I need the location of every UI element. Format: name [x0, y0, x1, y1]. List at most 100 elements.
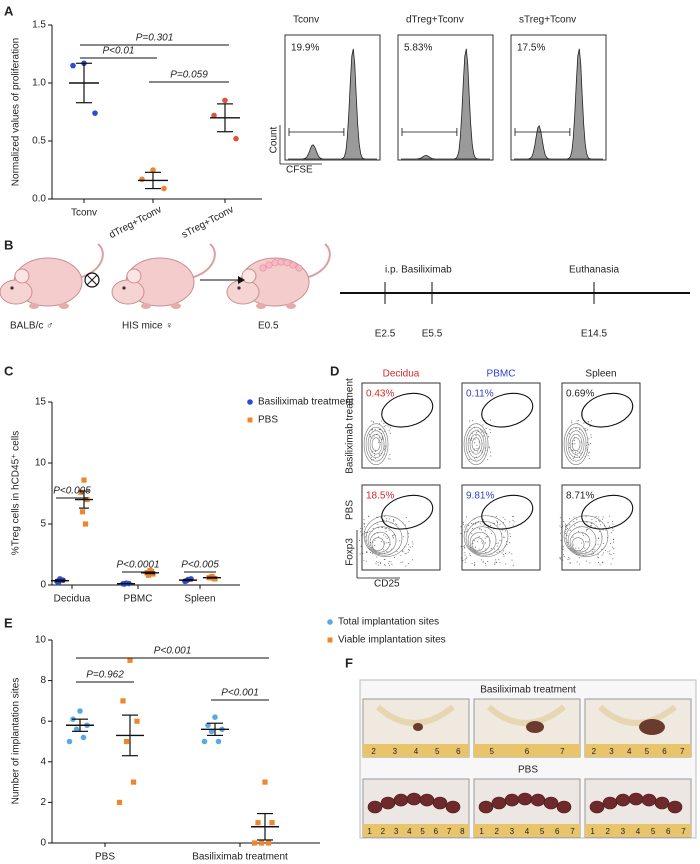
event-dot — [494, 562, 496, 564]
event-dot — [481, 450, 483, 452]
mouse-tail — [304, 243, 331, 279]
event-dot — [609, 515, 611, 517]
event-dot — [387, 425, 389, 427]
event-dot — [389, 454, 391, 456]
event-dot — [388, 529, 390, 531]
event-dot — [475, 432, 477, 434]
event-dot — [468, 525, 470, 527]
event-dot — [366, 551, 368, 553]
event-dot — [463, 545, 465, 547]
implant — [491, 796, 507, 810]
event-dot — [560, 526, 562, 528]
event-dot — [464, 561, 466, 563]
contour — [363, 515, 409, 558]
event-dot — [601, 518, 603, 520]
event-dot — [473, 442, 475, 444]
event-dot — [560, 558, 562, 560]
event-dot — [512, 524, 514, 526]
embryo — [283, 259, 291, 267]
event-dot — [572, 536, 574, 538]
event-dot — [480, 529, 482, 531]
event-dot — [401, 550, 403, 552]
event-dot — [497, 521, 499, 523]
event-dot — [476, 447, 478, 449]
mouse-head — [0, 279, 33, 305]
gate-percent: 0.11% — [466, 389, 494, 400]
event-dot — [485, 551, 487, 553]
ruler-number: 4 — [636, 827, 641, 836]
ruler-number: 2 — [381, 827, 386, 836]
histogram-title: sTreg+Tconv — [519, 15, 576, 26]
event-dot — [489, 419, 491, 421]
contour — [471, 437, 481, 452]
event-dot — [574, 454, 576, 456]
event-dot — [601, 554, 603, 556]
event-dot — [474, 448, 476, 450]
event-dot — [509, 533, 511, 535]
event-dot — [462, 523, 464, 525]
day-label: E2.5 — [375, 329, 396, 340]
event-dot — [372, 450, 374, 452]
event-dot — [361, 534, 363, 536]
event-dot — [562, 546, 564, 548]
event-dot — [499, 523, 501, 525]
event-dot — [611, 532, 613, 534]
event-dot — [380, 517, 382, 519]
contour — [463, 515, 509, 558]
contour — [367, 430, 385, 459]
event-dot — [571, 420, 573, 422]
event-dot — [375, 563, 377, 565]
event-dot — [575, 427, 577, 429]
event-dot — [371, 437, 373, 439]
event-dot — [574, 451, 576, 453]
event-dot — [388, 518, 390, 520]
event-dot — [469, 458, 471, 460]
event-dot — [460, 546, 462, 548]
event-dot — [509, 521, 511, 523]
ruler-number: 5 — [651, 827, 656, 836]
mouse-foot — [256, 303, 266, 309]
event-dot — [379, 561, 381, 563]
event-dot — [373, 435, 375, 437]
event-dot — [460, 526, 462, 528]
legend-label: Total implantation sites — [338, 617, 439, 628]
event-dot — [480, 559, 482, 561]
event-dot — [565, 525, 567, 527]
event-dot — [376, 556, 378, 558]
y-axis-label: Normalized values of proliferation — [11, 38, 22, 186]
ruler-number: 1 — [590, 827, 595, 836]
event-dot — [407, 551, 409, 553]
contour — [371, 437, 381, 452]
point — [73, 726, 80, 733]
histogram-curve — [401, 48, 490, 160]
event-dot — [599, 564, 601, 566]
event-dot — [365, 560, 367, 562]
embryo — [295, 264, 303, 272]
event-dot — [400, 554, 402, 556]
event-dot — [386, 542, 388, 544]
event-dot — [573, 521, 575, 523]
event-dot — [378, 454, 380, 456]
event-dot — [384, 564, 386, 566]
gate-percent: 0.69% — [566, 389, 594, 400]
event-dot — [465, 531, 467, 533]
contour-ylabel: Foxp3 — [345, 538, 356, 566]
implant — [406, 792, 422, 806]
event-dot — [382, 549, 384, 551]
mouse-ear — [14, 268, 30, 284]
event-dot — [396, 524, 398, 526]
event-dot — [374, 544, 376, 546]
event-dot — [362, 552, 364, 554]
embryo — [289, 261, 297, 269]
event-dot — [408, 544, 410, 546]
event-dot — [496, 545, 498, 547]
ruler-number: 2 — [494, 827, 499, 836]
event-dot — [372, 421, 374, 423]
event-dot — [579, 550, 581, 552]
event-dot — [383, 422, 385, 424]
point — [265, 840, 272, 846]
event-dot — [384, 515, 386, 517]
event-dot — [586, 529, 588, 531]
contour — [563, 423, 589, 466]
event-dot — [487, 459, 489, 461]
